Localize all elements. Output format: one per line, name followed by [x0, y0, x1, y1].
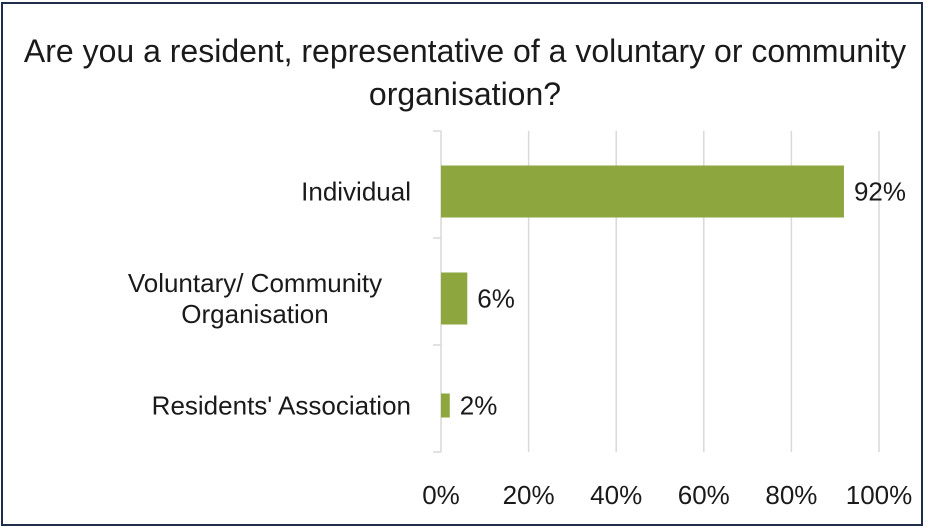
chart-title: Are you a resident, representative of a … [23, 33, 907, 112]
x-tick-label: 80% [765, 480, 817, 510]
category-label: Individual [301, 177, 411, 207]
bar [441, 165, 844, 218]
data-label: 92% [854, 177, 906, 207]
bar [441, 272, 468, 325]
x-tick-label: 100% [846, 480, 913, 510]
x-tick-label: 0% [422, 480, 460, 510]
x-tick-label: 20% [503, 480, 555, 510]
category-label: Voluntary/ Community Organisation [128, 268, 382, 329]
x-tick-label: 40% [590, 480, 642, 510]
x-tick-label: 60% [678, 480, 730, 510]
category-label: Residents' Association [152, 391, 411, 421]
bar [441, 393, 450, 418]
data-label: 6% [477, 284, 515, 314]
data-label: 2% [460, 391, 498, 421]
